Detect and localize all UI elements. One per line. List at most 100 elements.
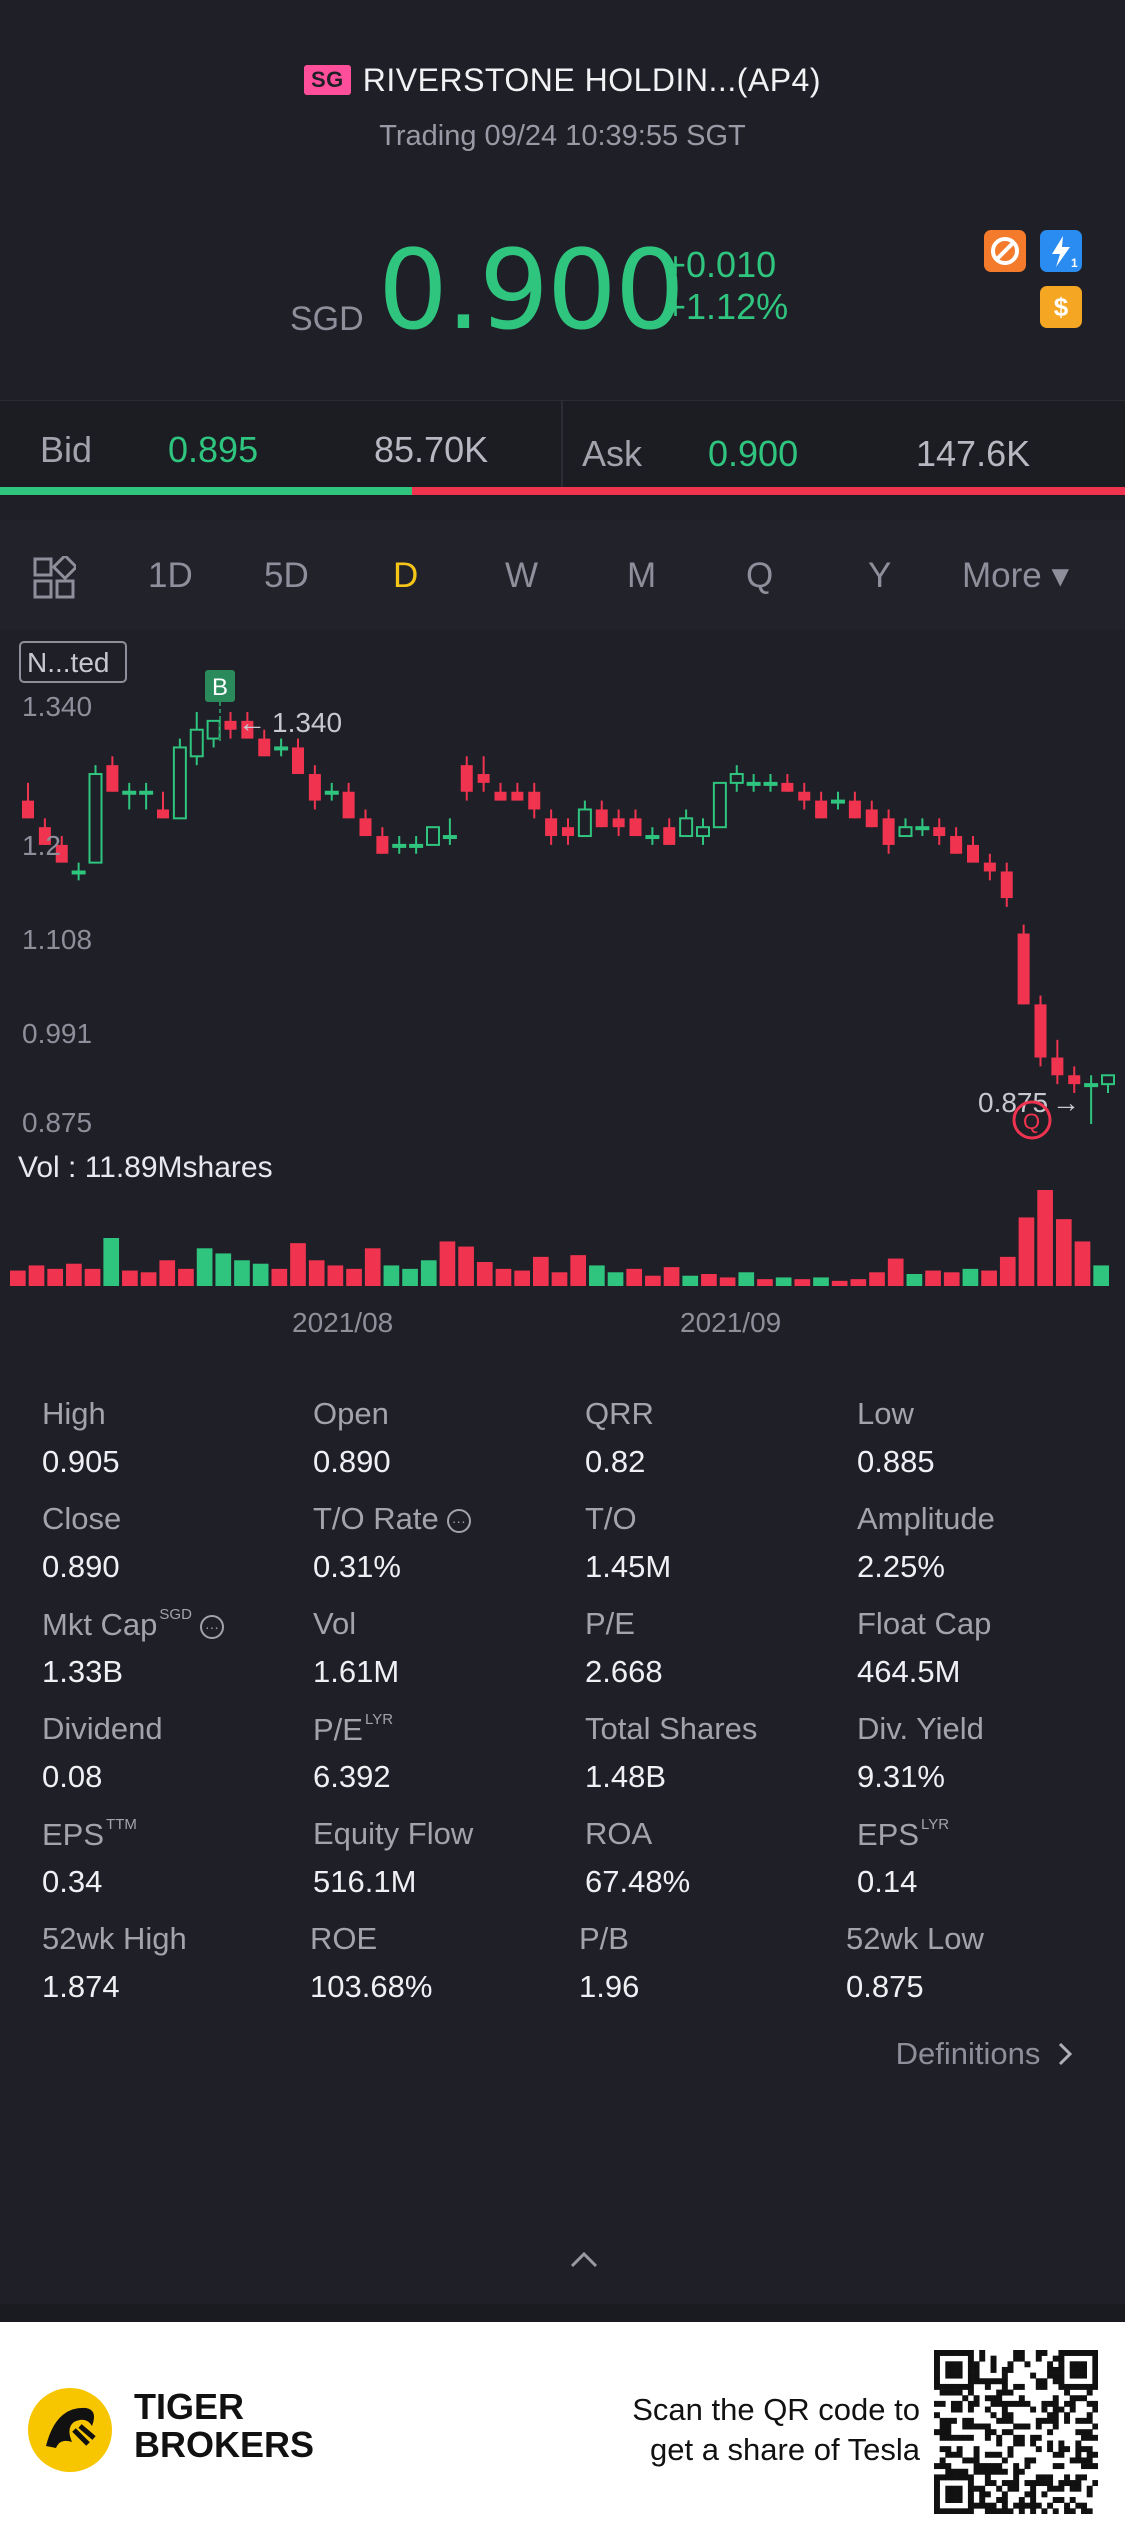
candle-body[interactable] bbox=[696, 826, 710, 838]
chart-layout-icon[interactable] bbox=[32, 553, 79, 600]
volume-bar bbox=[178, 1268, 194, 1286]
indicator-tag-box[interactable] bbox=[19, 641, 127, 683]
candle-body[interactable] bbox=[342, 791, 355, 819]
candle-body[interactable] bbox=[189, 728, 204, 758]
candle-body[interactable] bbox=[1084, 1083, 1099, 1088]
candle-body[interactable] bbox=[645, 835, 660, 840]
info-icon[interactable]: ··· bbox=[446, 1509, 471, 1533]
candle-body[interactable] bbox=[798, 791, 811, 801]
candle-body[interactable] bbox=[950, 836, 963, 854]
candle-body[interactable] bbox=[292, 747, 304, 775]
candle-body[interactable] bbox=[38, 827, 51, 845]
candle-body[interactable] bbox=[545, 818, 558, 837]
candle-body[interactable] bbox=[359, 818, 372, 837]
candle-body[interactable] bbox=[1000, 871, 1013, 899]
candle-body[interactable] bbox=[206, 719, 221, 740]
candle-body[interactable] bbox=[815, 800, 828, 819]
tab-1d[interactable]: 1D bbox=[148, 556, 193, 595]
candle-body[interactable] bbox=[915, 826, 930, 831]
candle-body[interactable] bbox=[629, 818, 642, 837]
tab-more[interactable]: More ▾ bbox=[962, 556, 1070, 595]
candle-body[interactable] bbox=[679, 817, 694, 838]
qr-module bbox=[939, 2446, 946, 2453]
chart-canvas[interactable]: N...ted 1.340 1.2 1.108 0.991 0.875 B ← … bbox=[0, 632, 1125, 1352]
candle-body[interactable] bbox=[55, 844, 68, 863]
candle-body[interactable] bbox=[595, 809, 608, 828]
candle-body[interactable] bbox=[781, 782, 794, 792]
qr-module bbox=[1024, 2491, 1031, 2498]
candle-body[interactable] bbox=[1068, 1075, 1081, 1085]
tab-5d[interactable]: 5D bbox=[264, 556, 309, 595]
tab-d[interactable]: D bbox=[393, 556, 419, 595]
candle-body[interactable] bbox=[274, 746, 289, 751]
candle-body[interactable] bbox=[1034, 1004, 1047, 1058]
indicator-tag[interactable]: N...ted bbox=[27, 647, 109, 678]
tab-y[interactable]: Y bbox=[868, 556, 892, 595]
candle-body[interactable] bbox=[1017, 933, 1030, 1005]
candle-body[interactable] bbox=[967, 844, 979, 863]
qr-module bbox=[945, 2485, 952, 2492]
candle-body[interactable] bbox=[376, 836, 389, 854]
candle-body[interactable] bbox=[712, 781, 727, 829]
candle-body[interactable] bbox=[460, 765, 473, 792]
candle-body[interactable] bbox=[528, 791, 541, 810]
candle-body[interactable] bbox=[562, 827, 574, 837]
candle-body[interactable] bbox=[392, 843, 407, 848]
dollar-icon[interactable]: $ bbox=[1040, 286, 1082, 328]
brand-line2: BROKERS bbox=[134, 2424, 315, 2465]
info-icon[interactable]: ··· bbox=[199, 1615, 224, 1639]
qr-module bbox=[1075, 2372, 1082, 2379]
lightning-level1-icon[interactable]: 1 bbox=[1040, 230, 1082, 272]
candlestick-chart[interactable]: N...ted 1.340 1.2 1.108 0.991 0.875 B ← … bbox=[0, 632, 1125, 1352]
candle-body[interactable] bbox=[426, 826, 440, 846]
candle-body[interactable] bbox=[258, 738, 271, 757]
candle-body[interactable] bbox=[477, 774, 490, 783]
tab-q[interactable]: Q bbox=[746, 556, 774, 595]
candle-body[interactable] bbox=[577, 808, 592, 838]
candle-body[interactable] bbox=[865, 809, 878, 828]
candle-body[interactable] bbox=[729, 773, 744, 784]
candle-body[interactable] bbox=[122, 790, 137, 795]
position-marker-icon[interactable] bbox=[1012, 1100, 1052, 1140]
candle-body[interactable] bbox=[308, 774, 321, 801]
candle-body[interactable] bbox=[106, 765, 119, 792]
qr-module bbox=[1035, 2417, 1042, 2424]
candle-body[interactable] bbox=[1101, 1074, 1115, 1086]
definitions-label[interactable]: Definitions bbox=[895, 2036, 1041, 2071]
candle-body[interactable] bbox=[882, 818, 895, 845]
candle-body[interactable] bbox=[88, 773, 103, 864]
candle-body[interactable] bbox=[22, 800, 34, 819]
qr-code[interactable] bbox=[934, 2350, 1099, 2515]
volume-bar bbox=[1055, 1219, 1072, 1286]
qr-module bbox=[1064, 2400, 1071, 2407]
candle-body[interactable] bbox=[663, 827, 676, 845]
candle-body[interactable] bbox=[71, 870, 86, 875]
definitions-link[interactable]: Definitions bbox=[896, 2036, 1075, 2072]
candle-body[interactable] bbox=[172, 746, 187, 820]
candle-body[interactable] bbox=[511, 791, 524, 801]
candle-body[interactable] bbox=[494, 791, 507, 801]
buy-marker-badge[interactable] bbox=[205, 670, 235, 702]
chevron-up-icon[interactable] bbox=[568, 2248, 600, 2272]
candle-body[interactable] bbox=[409, 843, 424, 848]
no-short-icon[interactable] bbox=[984, 230, 1026, 272]
candle-body[interactable] bbox=[898, 826, 913, 838]
stat-label-text: Open bbox=[313, 1396, 389, 1431]
candle-body[interactable] bbox=[831, 799, 845, 804]
candle-body[interactable] bbox=[1051, 1057, 1064, 1076]
candle-body[interactable] bbox=[746, 781, 761, 786]
candle-body[interactable] bbox=[612, 818, 625, 828]
candle-body[interactable] bbox=[224, 720, 237, 730]
candle-body[interactable] bbox=[139, 790, 154, 795]
stock-title-row[interactable]: SG RIVERSTONE HOLDIN...(AP4) bbox=[0, 62, 1125, 99]
candle-body[interactable] bbox=[933, 827, 946, 837]
candle-body[interactable] bbox=[241, 720, 254, 739]
tab-m[interactable]: M bbox=[627, 556, 657, 595]
candle-body[interactable] bbox=[848, 800, 861, 819]
candle-body[interactable] bbox=[157, 809, 169, 819]
candle-body[interactable] bbox=[442, 835, 457, 840]
candle-body[interactable] bbox=[983, 862, 996, 872]
candle-body[interactable] bbox=[763, 781, 778, 786]
tab-w[interactable]: W bbox=[505, 556, 539, 595]
candle-body[interactable] bbox=[324, 790, 339, 795]
